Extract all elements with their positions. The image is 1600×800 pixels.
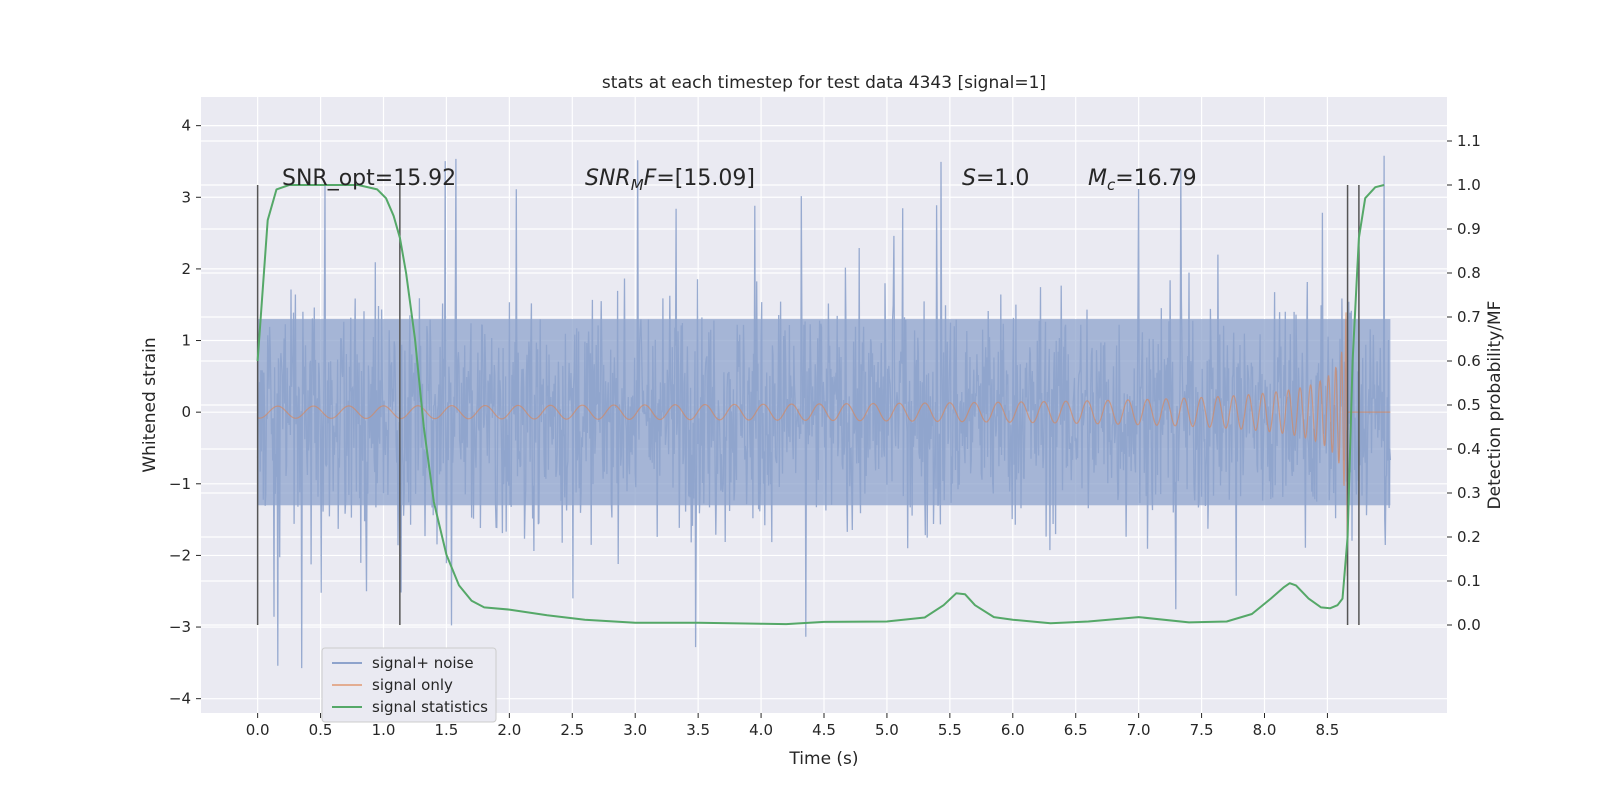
legend: signal+ noise signal only signal statist… [321,647,497,723]
y-axis-title: Whitened strain [140,337,160,472]
x-tick-label-15: 7.5 [1190,721,1214,739]
y-axis-right-title: Detection probability/MF [1485,301,1505,510]
y-tick-label-5: −1 [169,475,191,493]
x-tick-label-6: 3.0 [623,721,647,739]
legend-box [321,647,497,723]
y-axis-right: 1.1 1.0 0.9 0.8 0.7 0.6 0.5 0.4 0.3 0.2 0.1 0.0 [1447,132,1481,634]
x-axis-title: Time (s) [788,749,858,769]
x-tick-label-2: 1.0 [372,721,396,739]
y2-tick-label-5: 0.6 [1457,352,1481,370]
y-tick-label-1: 3 [181,188,191,206]
x-tick-label-8: 4.0 [749,721,773,739]
stat-line [256,184,1385,626]
snr-mf-mid: F [644,166,657,191]
mc-label: M [1088,166,1107,191]
y2-tick-label-10: 0.1 [1457,572,1481,590]
vertical-markers [256,185,1360,625]
x-tick-label-14: 7.0 [1127,721,1151,739]
y2-tick-label-2: 0.9 [1457,220,1481,238]
annotation-snr-opt: SNR_opt=15.92 [282,166,456,191]
legend-label-signal: signal only [372,676,453,694]
y2-tick-label-6: 0.5 [1457,396,1481,414]
signal-line [257,312,1391,576]
noise-envelope [257,319,1391,506]
snr-mf-value: =[15.09] [656,166,755,191]
x-tick-label-0: 0.0 [246,721,270,739]
y-tick-label-7: −3 [169,618,191,636]
y-tick-label-8: −4 [169,690,191,708]
y2-tick-label-1: 1.0 [1457,176,1481,194]
x-tick-label-1: 0.5 [309,721,333,739]
x-tick-label-3: 1.5 [434,721,458,739]
y-axis-left: 4 3 2 1 0 −1 −2 −3 −4 [169,117,201,708]
series-signal-statistics [256,184,1385,626]
y-tick-label-3: 1 [181,332,191,350]
y-tick-label-6: −2 [169,546,191,564]
s-value: =1.0 [976,166,1029,191]
y-tick-label-2: 2 [181,260,191,278]
mc-subscript: c [1107,176,1116,194]
x-tick-label-11: 5.5 [938,721,962,739]
y2-tick-label-8: 0.3 [1457,484,1481,502]
s-label: S [962,166,976,191]
snr-mf-prefix: SNR [585,166,631,191]
chart-title: stats at each timestep for test data 434… [602,73,1046,93]
y2-tick-label-11: 0.0 [1457,616,1481,634]
legend-label-stat: signal statistics [372,698,488,716]
snr-mf-subscript: M [631,176,644,194]
x-tick-label-7: 3.5 [686,721,710,739]
x-tick-label-12: 6.0 [1001,721,1025,739]
x-tick-label-13: 6.5 [1064,721,1088,739]
y2-tick-label-0: 1.1 [1457,132,1481,150]
x-tick-label-9: 4.5 [812,721,836,739]
y2-tick-label-4: 0.7 [1457,308,1481,326]
mc-value: =16.79 [1115,166,1196,191]
series-signal-only [257,312,1391,576]
legend-label-noise: signal+ noise [372,654,474,672]
annotation-mc: Mc=16.79 [1088,166,1197,194]
y2-tick-label-3: 0.8 [1457,264,1481,282]
annotation-s: S=1.0 [962,166,1029,191]
series-signal-noise [256,155,1392,669]
y-tick-label-4: 0 [181,403,191,421]
x-tick-label-5: 2.5 [560,721,584,739]
y2-tick-label-7: 0.4 [1457,440,1481,458]
x-tick-label-17: 8.5 [1316,721,1340,739]
x-tick-label-4: 2.0 [497,721,521,739]
annotation-snr-mf: SNRMF=[15.09] [585,166,755,194]
x-tick-label-10: 5.0 [875,721,899,739]
y-tick-label-0: 4 [181,117,191,135]
x-tick-label-16: 8.0 [1253,721,1277,739]
y2-tick-label-9: 0.2 [1457,528,1481,546]
x-axis: 0.0 0.5 1.0 1.5 2.0 2.5 3.0 3.5 4.0 4.5 5.0 5.5 6.0 6… [246,713,1340,739]
